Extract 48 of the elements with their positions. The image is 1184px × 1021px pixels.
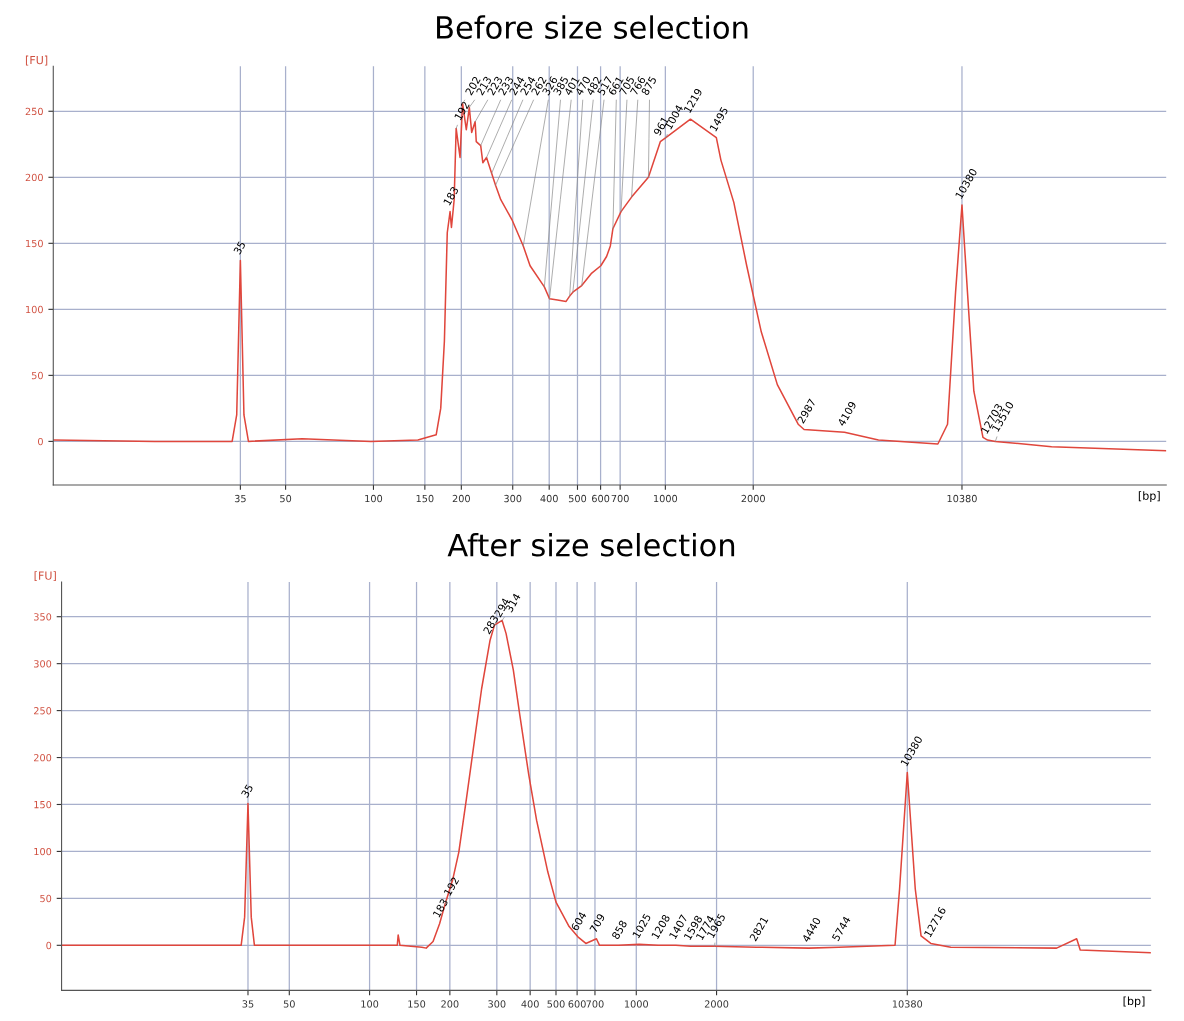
x-tick-label: 50 (280, 494, 292, 503)
x-tick-label: 10380 (892, 1000, 923, 1008)
x-tick-label: 100 (361, 1000, 379, 1008)
y-tick-label: 250 (25, 107, 43, 116)
x-tick-label: 500 (547, 1000, 565, 1008)
x-axis-title: [bp] (1138, 491, 1160, 503)
x-tick-label: 2000 (741, 494, 765, 503)
x-tick-label: 150 (416, 494, 434, 503)
x-tick-label: 500 (568, 494, 587, 503)
y-axis-title: [FU] (34, 571, 56, 582)
annotation: 35 (240, 783, 254, 798)
y-tick-label: 0 (46, 941, 52, 950)
y-tick-label: 0 (38, 437, 43, 446)
x-tick-label: 100 (365, 494, 383, 503)
y-tick-label: 200 (25, 173, 43, 182)
y-tick-label: 250 (34, 707, 52, 715)
x-tick-label: 200 (452, 494, 470, 503)
x-tick-label: 400 (540, 494, 558, 503)
y-tick-label: 50 (31, 371, 43, 380)
x-tick-label: 700 (611, 494, 629, 503)
x-tick-label: 35 (242, 1000, 254, 1008)
y-tick-label: 150 (34, 800, 52, 809)
chart-title: After size selection (447, 532, 735, 557)
x-tick-label: 2000 (704, 1000, 729, 1008)
y-tick-label: 200 (34, 754, 52, 762)
y-tick-label: 50 (40, 894, 52, 903)
x-tick-label: 300 (488, 1000, 506, 1008)
x-tick-label: 400 (521, 1000, 539, 1008)
y-axis-title: [FU] (25, 55, 48, 66)
x-tick-label: 150 (408, 1000, 426, 1008)
x-tick-label: 35 (234, 494, 246, 503)
chart-title: Before size selection (437, 15, 748, 39)
y-tick-label: 100 (26, 305, 43, 314)
y-tick-label: 100 (34, 847, 52, 856)
y-tick-label: 150 (26, 239, 43, 248)
annotation: 35 (233, 240, 246, 255)
x-tick-label: 700 (586, 1000, 604, 1008)
x-tick-label: 300 (504, 494, 522, 503)
y-tick-label: 350 (34, 613, 52, 621)
x-axis-title: [bp] (1123, 996, 1145, 1008)
y-tick-label: 300 (34, 660, 52, 668)
x-tick-label: 50 (283, 1000, 295, 1008)
x-tick-label: 1000 (654, 494, 678, 503)
x-tick-label: 1000 (624, 1000, 648, 1008)
x-tick-label: 600 (592, 494, 610, 503)
x-tick-label: 600 (568, 1000, 586, 1008)
x-tick-label: 200 (441, 1000, 459, 1008)
x-tick-label: 10380 (947, 494, 977, 503)
